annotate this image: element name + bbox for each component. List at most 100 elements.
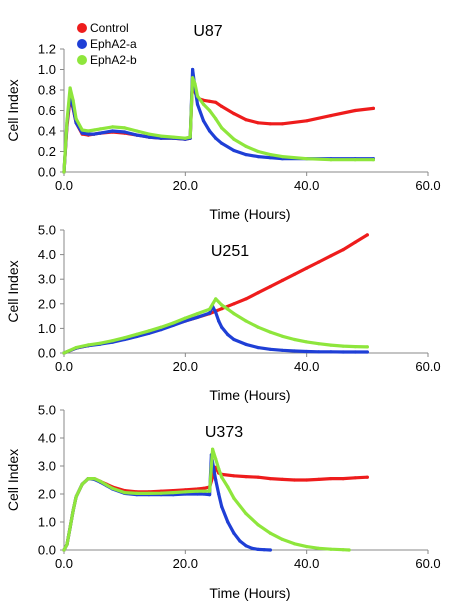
data-point bbox=[171, 491, 175, 495]
data-point bbox=[214, 100, 218, 104]
data-point bbox=[280, 122, 284, 126]
legend-marker-control bbox=[77, 23, 87, 33]
data-point bbox=[80, 128, 84, 132]
data-point bbox=[123, 126, 127, 130]
data-point bbox=[280, 537, 284, 542]
data-point bbox=[226, 485, 230, 489]
data-point bbox=[226, 307, 230, 311]
data-point bbox=[329, 114, 333, 118]
data-point bbox=[341, 548, 345, 552]
data-point bbox=[86, 477, 90, 481]
data-point bbox=[217, 467, 221, 471]
data-point bbox=[365, 475, 369, 479]
data-point bbox=[214, 478, 218, 482]
x-tick-label: 0.0 bbox=[55, 359, 73, 374]
data-point bbox=[238, 539, 242, 543]
data-point bbox=[201, 492, 206, 496]
data-point bbox=[305, 478, 309, 482]
data-point bbox=[86, 132, 90, 136]
data-point bbox=[317, 350, 321, 354]
data-point bbox=[135, 491, 139, 495]
legend-label: Control bbox=[90, 21, 129, 35]
data-point bbox=[232, 137, 236, 141]
data-point bbox=[232, 496, 236, 500]
data-point bbox=[220, 475, 224, 479]
x-tick-label: 20.0 bbox=[173, 359, 198, 374]
data-point bbox=[250, 546, 254, 550]
data-point bbox=[353, 240, 357, 244]
data-point bbox=[371, 158, 375, 162]
data-point bbox=[329, 343, 333, 347]
data-point bbox=[268, 285, 272, 289]
data-point bbox=[268, 531, 272, 535]
data-point bbox=[244, 153, 248, 157]
data-point bbox=[123, 336, 127, 340]
data-point bbox=[201, 486, 206, 490]
data-point bbox=[110, 339, 115, 343]
y-tick-label: 1.0 bbox=[38, 62, 56, 77]
data-point bbox=[292, 337, 297, 342]
data-point bbox=[71, 509, 75, 513]
data-point bbox=[214, 117, 218, 121]
data-point bbox=[80, 482, 84, 486]
series-line-epha2-a bbox=[62, 304, 369, 355]
data-point bbox=[217, 319, 221, 323]
y-tick-label: 3.0 bbox=[38, 459, 56, 474]
data-point bbox=[220, 141, 224, 145]
data-point bbox=[110, 129, 115, 133]
data-point bbox=[104, 483, 109, 487]
y-tick-label: 0.2 bbox=[38, 144, 56, 159]
data-point bbox=[353, 345, 357, 349]
x-tick-label: 40.0 bbox=[294, 359, 319, 374]
data-point bbox=[353, 350, 357, 354]
legend-label: EphA2-a bbox=[90, 37, 137, 51]
data-point bbox=[329, 158, 333, 162]
y-tick-label: 0.0 bbox=[38, 165, 56, 180]
data-point bbox=[256, 547, 260, 552]
data-point bbox=[220, 104, 224, 108]
y-axis-label: Cell Index bbox=[5, 79, 21, 141]
data-point bbox=[147, 329, 151, 333]
data-point bbox=[292, 349, 297, 353]
data-point bbox=[214, 136, 218, 140]
data-point bbox=[280, 155, 284, 159]
data-point bbox=[353, 476, 357, 480]
data-point bbox=[183, 319, 187, 323]
data-point bbox=[317, 546, 321, 550]
y-axis-label: Cell Index bbox=[5, 260, 21, 322]
x-tick-label: 0.0 bbox=[55, 556, 73, 571]
data-point bbox=[244, 544, 248, 548]
data-point bbox=[280, 278, 284, 282]
data-point bbox=[329, 350, 333, 354]
data-point bbox=[191, 76, 195, 80]
data-point bbox=[280, 477, 284, 481]
data-point bbox=[305, 119, 309, 123]
data-point bbox=[341, 344, 345, 348]
data-point bbox=[110, 486, 115, 490]
x-axis-label: Time (Hours) bbox=[209, 206, 290, 222]
data-point bbox=[147, 135, 151, 139]
series-line-epha2-b bbox=[62, 447, 351, 552]
data-point bbox=[256, 523, 260, 527]
data-point bbox=[208, 307, 212, 311]
data-point bbox=[147, 491, 151, 495]
data-point bbox=[244, 511, 248, 516]
data-point bbox=[188, 135, 192, 139]
data-point bbox=[62, 351, 66, 355]
x-tick-label: 0.0 bbox=[55, 178, 73, 193]
data-point bbox=[305, 266, 309, 270]
y-tick-label: 0.0 bbox=[38, 543, 56, 558]
data-point bbox=[329, 477, 333, 481]
data-point bbox=[171, 321, 175, 325]
data-point bbox=[74, 495, 78, 499]
data-point bbox=[65, 542, 69, 547]
data-point bbox=[183, 136, 187, 140]
chart-panel-u373: 0.0 1.0 2.0 3.0 4.0 5.0 0.0 20.0 40.0 60.0 Time (H… bbox=[5, 403, 441, 602]
data-point bbox=[159, 491, 163, 495]
data-point bbox=[220, 126, 224, 130]
data-point bbox=[123, 491, 127, 495]
chart-panel-u87: 0.0 0.2 0.4 0.6 0.8 1.0 1.2 0.0 20.0 40.0 60.0 Time… bbox=[5, 21, 441, 222]
data-point bbox=[183, 316, 187, 320]
